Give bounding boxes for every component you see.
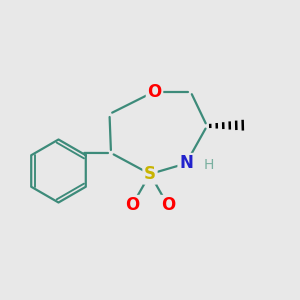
Text: S: S <box>144 165 156 183</box>
Text: O: O <box>125 196 139 214</box>
Text: O: O <box>161 196 175 214</box>
Text: O: O <box>147 82 162 100</box>
Text: H: H <box>203 158 214 172</box>
Text: N: N <box>179 154 193 172</box>
